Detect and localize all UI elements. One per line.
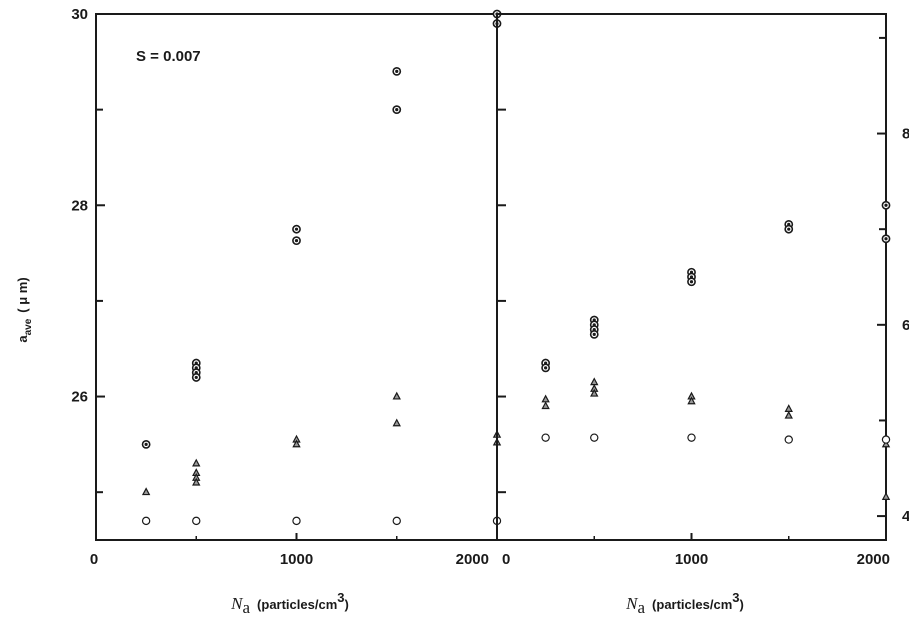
data-point-filled-circle: [881, 200, 891, 210]
y-tick-label-left: 30: [71, 6, 88, 23]
y-axis-title-units: ( μ m): [15, 277, 30, 312]
data-point-triangle: [541, 394, 550, 403]
data-point-triangle: [784, 404, 793, 412]
data-point-filled-circle: [784, 224, 794, 234]
data-point-triangle: [192, 458, 201, 467]
data-point-triangle: [141, 487, 151, 496]
y-axis-title: aave ( μ m): [15, 277, 34, 342]
data-point-open-circle: [392, 516, 401, 526]
data-point-filled-circle: [292, 236, 301, 246]
x-tick-label-left: 0: [90, 551, 98, 568]
x-axis-title-left: Na (particles/cm3): [230, 590, 349, 617]
y-axis-title-main: a: [15, 335, 30, 343]
data-point-filled-circle: [392, 66, 402, 76]
data-point-triangle: [392, 418, 401, 427]
data-point-filled-circle: [191, 373, 201, 382]
x-axis-title-left-units: (particles/cm: [257, 597, 337, 612]
data-point-triangle: [881, 492, 891, 500]
y-tick-label-right: 8: [902, 126, 909, 143]
x-axis-title-left-symbol: N: [230, 594, 244, 613]
x-axis-title-right-close: ): [739, 597, 743, 612]
panel-right: 0 1000 2000 4 6 8: [496, 13, 909, 568]
y-axis-title-subscript: ave: [23, 318, 34, 335]
y-tick-label-left: 26: [71, 389, 88, 406]
x-tick-label-right: 1000: [675, 551, 708, 568]
data-point-triangle: [192, 477, 201, 486]
data-point-open-circle: [192, 516, 201, 526]
x-axis-title-right-exp: 3: [732, 590, 739, 605]
annotation-s-value: S = 0.007: [136, 48, 201, 65]
data-point-open-circle: [784, 435, 793, 444]
y-tick-label-right: 4: [902, 508, 909, 525]
panel-left: 0 1000 2000 26 28 30: [71, 6, 506, 568]
data-point-triangle: [590, 377, 599, 386]
x-tick-label-right: 0: [502, 551, 510, 568]
x-axis-title-right-units: (particles/cm: [652, 597, 732, 612]
data-point-triangle: [392, 391, 401, 400]
x-axis-title-left-exp: 3: [337, 590, 344, 605]
data-point-triangle: [687, 396, 696, 405]
data-point-filled-circle: [392, 105, 402, 115]
data-point-open-circle: [541, 433, 550, 442]
data-point-open-circle: [292, 516, 301, 526]
data-point-open-circle: [881, 435, 891, 444]
x-axis-title-right-subscript: a: [638, 598, 646, 617]
x-tick-label-right: 2000: [857, 551, 890, 568]
data-point-triangle: [292, 439, 301, 448]
x-axis-title-right: Na (particles/cm3): [625, 590, 744, 617]
plot-frame-left: [95, 13, 498, 541]
data-point-open-circle: [590, 433, 599, 442]
y-tick-label-right: 6: [902, 317, 909, 334]
data-point-filled-circle: [687, 277, 696, 287]
data-point-filled-circle: [881, 234, 891, 244]
data-point-triangle: [541, 401, 550, 410]
x-axis-title-left-subscript: a: [243, 598, 251, 617]
data-point-filled-circle: [292, 224, 301, 234]
data-point-filled-circle: [541, 363, 551, 373]
data-point-filled-circle: [589, 329, 599, 339]
y-tick-label-left: 28: [71, 197, 88, 214]
x-axis-title-left-close: ): [344, 597, 348, 612]
x-tick-label-left: 2000: [456, 551, 489, 568]
data-point-triangle: [590, 388, 599, 397]
data-point-open-circle: [141, 516, 151, 526]
data-point-filled-circle: [141, 439, 151, 449]
x-axis-title-right-symbol: N: [625, 594, 639, 613]
data-point-open-circle: [687, 433, 696, 442]
x-tick-label-left: 1000: [280, 551, 313, 568]
data-point-triangle: [784, 410, 793, 419]
